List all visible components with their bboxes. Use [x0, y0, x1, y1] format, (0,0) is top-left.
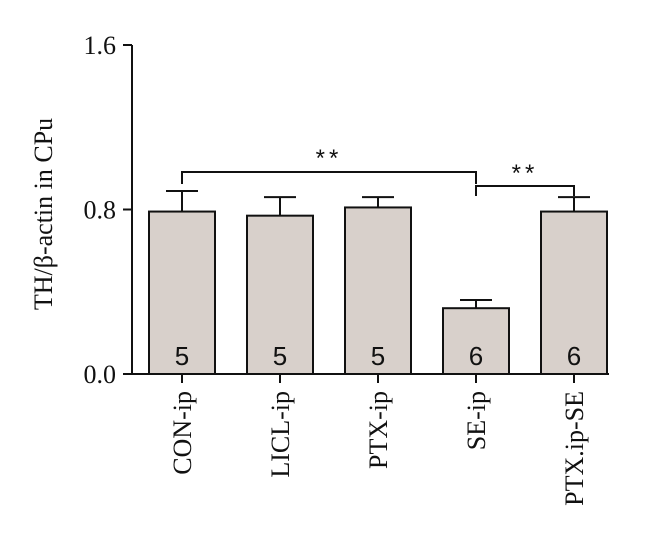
n-label: 6: [469, 341, 483, 371]
bar-ptx-ip-se: [540, 210, 608, 375]
n-label: 6: [567, 341, 581, 371]
x-tick-label: CON-ip: [168, 391, 197, 475]
n-label: 5: [371, 341, 385, 371]
significance-label: **: [316, 145, 343, 172]
significance-bracket: [475, 185, 575, 196]
y-tick-label: 0.8: [84, 196, 117, 225]
n-label: 5: [273, 341, 287, 371]
y-axis-title: TH/β-actin in CPu: [29, 118, 58, 310]
n-label: 5: [175, 341, 189, 371]
x-tick-label: PTX.ip-SE: [560, 391, 589, 506]
y-tick-label: 0.0: [84, 360, 117, 389]
x-tick-label: PTX-ip: [364, 391, 393, 469]
x-tick-label: SE-ip: [462, 391, 491, 450]
bar-se-ip: [442, 307, 510, 376]
x-tick-label: LICL-ip: [266, 391, 295, 478]
y-tick-label: 1.6: [84, 31, 117, 60]
significance-label: **: [512, 160, 539, 187]
significance-bracket: [181, 171, 477, 184]
